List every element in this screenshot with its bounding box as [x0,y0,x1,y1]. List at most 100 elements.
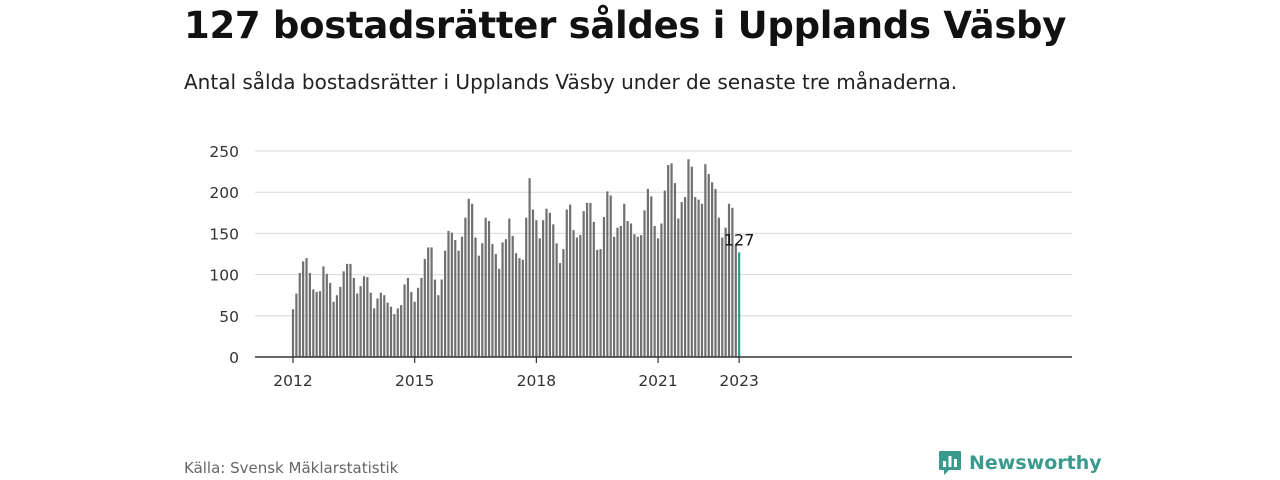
bar [711,182,714,357]
bar [592,221,595,357]
bar [667,165,670,357]
bar [444,250,447,357]
bar [653,225,656,357]
bar [694,197,697,357]
bar [430,247,433,357]
bar [545,208,548,357]
bar [724,227,727,357]
bar [721,237,724,357]
bar [335,295,339,357]
bar [660,223,663,357]
bar [542,220,545,357]
bar [663,190,666,357]
bar [315,291,318,357]
y-tick-label: 200 [209,184,239,202]
newsworthy-logo-text: Newsworthy [969,452,1102,474]
bar [454,239,457,357]
bar [494,254,497,357]
y-tick-label: 50 [219,308,239,326]
bar [295,293,298,357]
bar [640,235,643,357]
bar [383,295,386,357]
bar [606,191,609,357]
bar [646,188,649,357]
bar [643,210,646,357]
bar [656,238,660,357]
bar [504,239,508,357]
x-tick-label: 2021 [638,372,677,390]
gridlines [255,150,1072,317]
bar [437,295,440,357]
bar [569,204,572,357]
bar [525,217,528,357]
bar [491,244,494,357]
bar [464,217,467,357]
bar [555,243,558,357]
bar [697,199,700,357]
bar [704,164,707,357]
bar [690,166,693,357]
bar [717,217,720,357]
bar [650,196,653,357]
bar [562,249,565,357]
bar [602,216,606,357]
bar [707,174,710,357]
bar [535,220,538,357]
x-axis: 2012 2015 2018 2021 2023 [255,356,1072,390]
bar-chart: 0 50 100 150 200 250 2012 2015 2018 2021 2023 127 [209,143,1072,390]
annotations: 127 [724,230,755,249]
bar [572,230,575,357]
bar [420,277,423,357]
bar [386,302,389,357]
bar [727,203,731,357]
bar [322,266,325,357]
bar [501,242,504,357]
bar [558,263,562,357]
bar [677,218,680,357]
bar [352,277,355,357]
bar [687,159,690,357]
bar [302,261,305,357]
bar [714,188,717,357]
bar [406,277,410,357]
bar [423,258,426,357]
bar [342,271,345,357]
bar [528,178,531,357]
bar [521,259,524,357]
bar [460,236,464,357]
bar [403,284,406,357]
source-note: Källa: Svensk Mäklarstatistik [184,459,399,477]
last-value-label: 127 [724,230,755,249]
bar [400,305,403,357]
bar [623,203,626,357]
bar [565,209,568,357]
bar [531,209,535,357]
bar [332,301,335,357]
bar [629,223,633,357]
x-tick-label: 2012 [273,372,312,390]
bar [700,203,704,357]
bar [474,237,477,357]
bar [538,238,541,357]
bar [318,291,322,357]
x-tick-label: 2018 [517,372,556,390]
bar [609,195,612,357]
bar [616,227,619,357]
bar [734,244,737,357]
bar [575,237,579,357]
y-tick-label: 0 [229,349,239,367]
bar [673,183,677,357]
bar [362,276,366,357]
bar [552,224,555,357]
y-tick-label: 100 [209,267,239,285]
bar [308,272,311,357]
bar [599,249,602,357]
bar [325,273,328,357]
bar [619,225,622,357]
newsworthy-logo-icon [939,451,961,475]
bar [450,232,453,357]
bar [613,236,616,357]
bar [345,263,349,357]
bar [416,287,420,357]
bar [329,282,332,357]
